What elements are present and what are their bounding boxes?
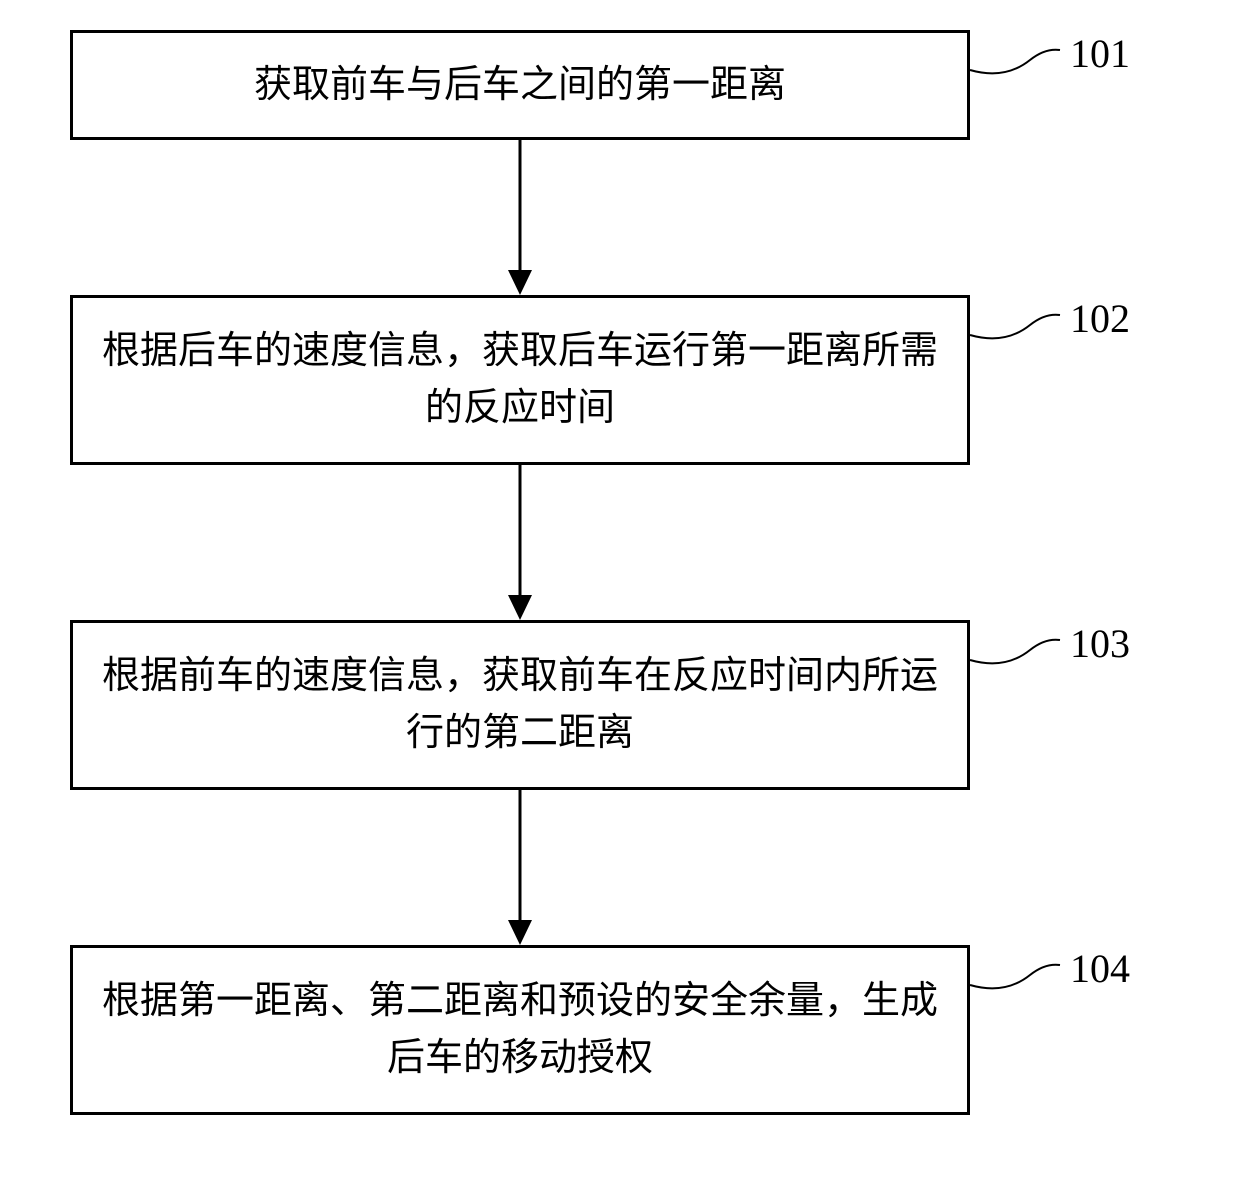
step-label-4: 104	[1070, 945, 1130, 992]
label-curve-4	[0, 0, 1240, 1196]
